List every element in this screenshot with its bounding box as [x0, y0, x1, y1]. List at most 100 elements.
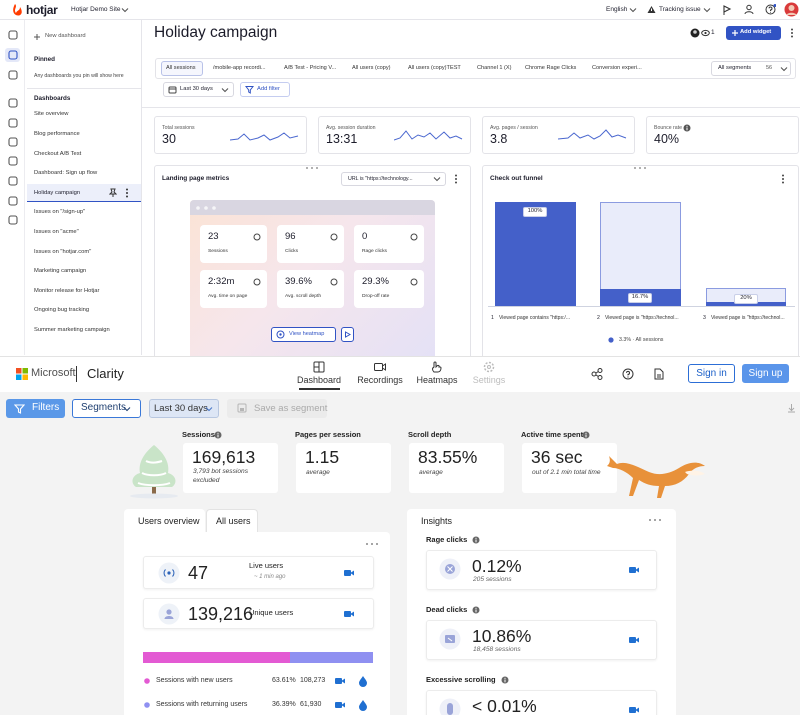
view-heatmap-label[interactable]: View heatmap — [289, 331, 325, 338]
new-dashboard[interactable]: New dashboard — [45, 33, 86, 40]
date-button[interactable] — [149, 399, 219, 418]
nav-icon[interactable] — [430, 360, 444, 374]
segments-button[interactable] — [72, 399, 141, 418]
sidebar-item[interactable]: Marketing campaign — [34, 268, 87, 275]
help-icon[interactable] — [622, 368, 634, 380]
info-icon — [582, 431, 590, 439]
segment-tab[interactable]: All users (copy)TEST — [408, 65, 461, 72]
more-icon[interactable] — [790, 28, 794, 38]
segment-tab[interactable]: /mobile-app recordi... — [213, 65, 266, 72]
recording-icon[interactable] — [343, 567, 355, 579]
rail-icon[interactable] — [8, 215, 18, 225]
tracking-status[interactable]: Tracking issue — [659, 5, 701, 13]
site-selector[interactable]: Hotjar Demo Site — [71, 5, 121, 13]
sidebar-item[interactable]: Dashboard: Sign up flow — [34, 170, 98, 177]
nav-icon[interactable] — [482, 360, 496, 374]
sidebar-item[interactable]: Ongoing bug tracking — [34, 307, 90, 314]
sign-up-label[interactable]: Sign up — [748, 367, 783, 379]
share-icon[interactable] — [591, 368, 603, 380]
sign-up-button[interactable] — [742, 364, 789, 383]
rail-icon[interactable] — [8, 98, 18, 108]
segment-tab[interactable]: Conversion experi... — [592, 65, 642, 72]
more-icon[interactable] — [125, 188, 129, 198]
rail-icon[interactable] — [8, 156, 18, 166]
recording-icon[interactable] — [628, 704, 640, 715]
recording-icon[interactable] — [628, 634, 640, 646]
view-heatmap-button[interactable] — [271, 327, 336, 342]
tab[interactable] — [124, 509, 205, 533]
pin-icon[interactable] — [109, 188, 117, 198]
date-filter[interactable] — [163, 82, 234, 97]
segment-tab[interactable]: A/B Test - Pricing V... — [284, 65, 337, 72]
more-icon[interactable] — [305, 166, 319, 170]
path-shape — [432, 361, 442, 373]
download-icon[interactable] — [787, 403, 796, 413]
metric-card — [183, 443, 278, 493]
more-icon[interactable] — [454, 174, 458, 184]
more-icon[interactable] — [365, 542, 379, 546]
stat-card — [318, 116, 471, 154]
more-icon[interactable] — [781, 174, 785, 184]
path-shape — [132, 445, 176, 487]
nav-item[interactable]: Heatmaps — [416, 374, 458, 385]
add-widget-button[interactable] — [726, 26, 781, 40]
rail-icon[interactable] — [8, 70, 18, 80]
segment-tab[interactable]: All users (copy) — [352, 65, 391, 72]
nav-item[interactable]: Settings — [472, 374, 506, 385]
rail-icon[interactable] — [8, 118, 18, 128]
sidebar-item[interactable]: Issues on "acme" — [34, 229, 79, 235]
nav-item[interactable]: Dashboard — [296, 374, 342, 385]
tab[interactable] — [206, 509, 258, 533]
recording-icon[interactable] — [628, 564, 640, 576]
rail-icon[interactable] — [8, 30, 18, 40]
sidebar-item[interactable]: Summer marketing campaign — [34, 327, 110, 333]
sidebar-item[interactable]: Issues on "/sign-up" — [34, 209, 86, 216]
segments-label[interactable]: Segments — [81, 402, 127, 414]
rail-icon[interactable] — [8, 137, 18, 147]
feedback-icon[interactable] — [722, 4, 732, 15]
tab-label[interactable]: All users — [216, 515, 251, 526]
heatmap-icon[interactable] — [358, 699, 368, 711]
nav-item[interactable]: Recordings — [357, 374, 403, 385]
filters-label[interactable]: Filters — [32, 402, 60, 414]
help-icon[interactable] — [765, 4, 776, 15]
sidebar-item[interactable]: Monitor release for Hotjar — [34, 287, 100, 294]
segment-tab[interactable]: Channel 1 (X) — [477, 65, 512, 72]
segment-tab[interactable]: All sessions — [166, 65, 196, 72]
rail-icon[interactable] — [8, 50, 18, 60]
invite-icon[interactable] — [744, 4, 755, 15]
sidebar-item[interactable]: Blog performance — [34, 131, 80, 137]
add-filter-label[interactable]: Add filter — [257, 85, 280, 92]
recording-icon[interactable] — [334, 699, 346, 711]
sidebar-item[interactable]: Checkout A/B Test — [34, 150, 82, 157]
add-widget-label[interactable]: Add widget — [740, 29, 772, 36]
heatmap-icon[interactable] — [358, 675, 368, 687]
add-filter-button[interactable] — [240, 82, 290, 97]
language-selector[interactable]: English — [606, 5, 628, 13]
segment-tab[interactable]: Chrome Rage Clicks — [525, 65, 577, 72]
recording-icon[interactable] — [343, 608, 355, 620]
date-label[interactable]: Last 30 days — [154, 402, 208, 414]
tab-label[interactable]: Users overview — [138, 515, 200, 526]
nav-icon[interactable] — [312, 360, 326, 374]
segments-dropdown[interactable] — [711, 61, 791, 76]
sign-in-label[interactable]: Sign in — [696, 367, 727, 379]
rail-icon[interactable] — [8, 196, 18, 206]
sidebar-item[interactable]: Issues on "hotjar.com" — [34, 248, 92, 255]
document-icon[interactable] — [654, 368, 664, 380]
caret-icon — [433, 176, 441, 182]
url-filter[interactable] — [341, 172, 446, 186]
nav-icon[interactable] — [373, 360, 387, 374]
circle-shape — [306, 167, 308, 169]
rail-icon[interactable] — [8, 176, 18, 186]
more-icon[interactable] — [648, 518, 662, 522]
user-avatar[interactable] — [784, 2, 799, 17]
sign-in-button[interactable] — [688, 364, 735, 383]
svg-shape — [214, 431, 222, 439]
recording-icon[interactable] — [334, 675, 346, 687]
circle-shape — [311, 167, 313, 169]
sidebar-item[interactable]: Holiday campaign — [34, 189, 81, 196]
play-button[interactable] — [341, 327, 354, 342]
more-icon[interactable] — [633, 166, 647, 170]
sidebar-item[interactable]: Site overview — [34, 111, 69, 118]
